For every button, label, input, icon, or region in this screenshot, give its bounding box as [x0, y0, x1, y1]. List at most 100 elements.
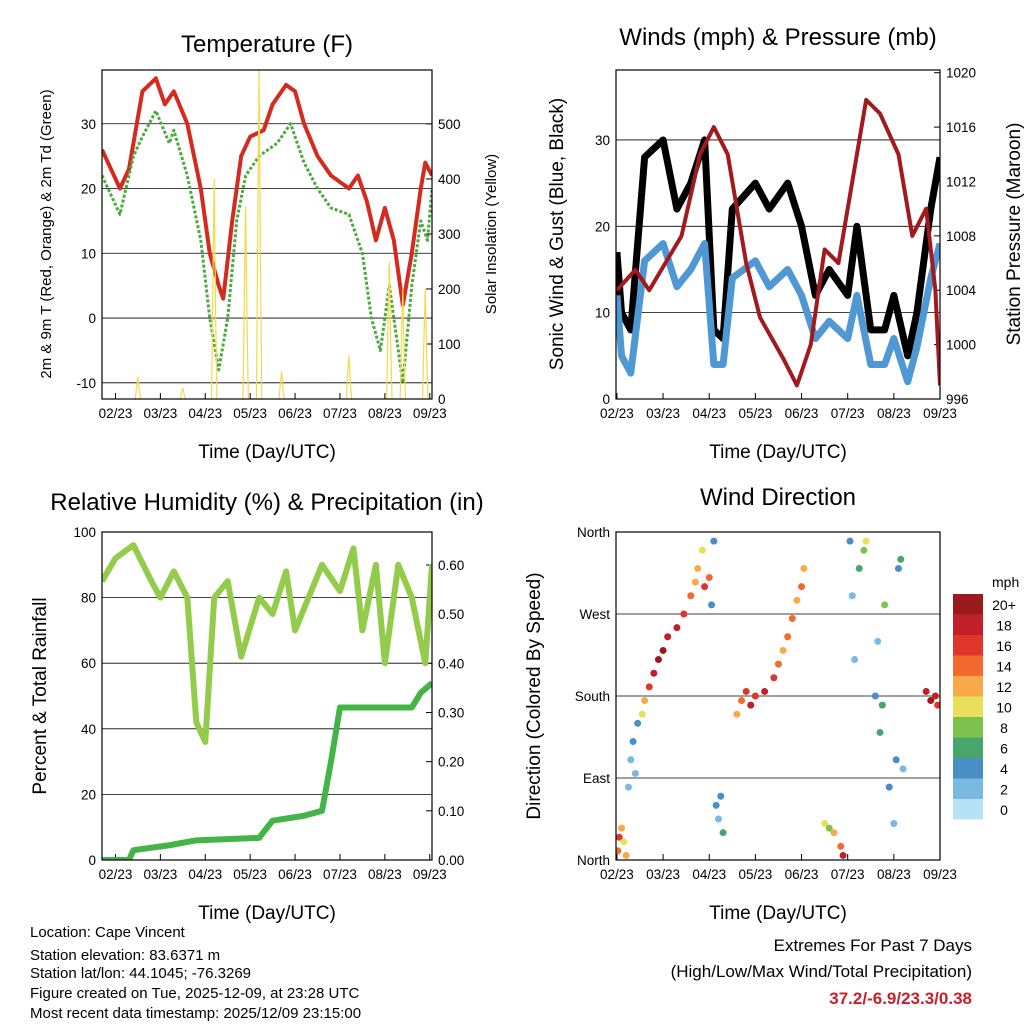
wind-direction-point: [698, 546, 706, 554]
wind-direction-point: [618, 824, 626, 832]
legend-swatch: [953, 717, 983, 738]
x-tick-label: 05/23: [233, 406, 267, 421]
legend-swatch: [953, 696, 983, 717]
wind-direction-point: [641, 697, 649, 705]
legend-label: 0: [1000, 802, 1008, 818]
plot-frame: [615, 69, 941, 400]
wind-direction-point: [784, 633, 792, 641]
y-tick-label: North: [577, 853, 610, 868]
wind-direction-point: [761, 687, 769, 695]
temperature-ylabel: 2m & 9m T (Red, Orange) & 2m Td (Green): [38, 89, 55, 378]
wind-direction-point: [659, 646, 667, 654]
legend-swatch: [953, 799, 983, 820]
wind-direction-point: [855, 564, 863, 572]
y-tick-label: 0: [602, 392, 610, 407]
plot-area: [616, 537, 940, 859]
wind-direction-point: [694, 564, 702, 572]
x-tick-label: 07/23: [323, 406, 357, 421]
y-right-tick-label: 996: [946, 392, 969, 407]
y-tick-label: 10: [81, 246, 96, 261]
wind-direction-point: [645, 683, 653, 691]
created: Figure created on Tue, 2025-12-09, at 23…: [30, 985, 360, 1002]
wind-direction-point: [862, 537, 870, 545]
wind-direction-point: [634, 719, 642, 727]
legend-label: 8: [1000, 720, 1008, 736]
wind-direction-point: [774, 660, 782, 668]
y-tick-label: -10: [76, 376, 96, 391]
x-tick-label: 06/23: [785, 406, 819, 421]
wind-direction-point: [892, 756, 900, 764]
y-right-tick-label: 1016: [946, 120, 976, 135]
y-right-tick-label: 300: [438, 227, 461, 242]
wind-direction-point: [714, 815, 722, 823]
extremes-values: 37.2/-6.9/23.3/0.38: [829, 989, 972, 1008]
solar-spike: [345, 354, 353, 399]
y-tick-label: 0: [88, 311, 96, 326]
y-right-tick-label: 1008: [946, 229, 976, 244]
winds-title: Winds (mph) & Pressure (mb): [619, 24, 936, 51]
x-tick-label: 07/23: [323, 867, 357, 882]
wind-direction-point: [825, 824, 833, 832]
series-2m-t: [102, 76, 432, 308]
y-tick-label: 100: [73, 525, 96, 540]
legend-label: 4: [1000, 761, 1008, 777]
legend-swatch: [953, 635, 983, 656]
wind-direction-point: [839, 851, 847, 859]
plot-area: [102, 70, 432, 399]
wind-direction-point: [701, 583, 709, 591]
y-tick-label: 20: [81, 182, 96, 197]
y-right-tick-label: 1012: [946, 174, 976, 189]
wind-direction-point: [747, 701, 755, 709]
solar-spike: [210, 178, 218, 399]
x-tick-label: 08/23: [877, 406, 911, 421]
x-tick-label: 09/23: [923, 406, 957, 421]
wind-direction-point: [717, 792, 725, 800]
x-tick-label: 06/23: [278, 867, 312, 882]
y-right-tick-label: 500: [438, 117, 461, 132]
legend-swatch: [953, 737, 983, 758]
latest-timestamp: Most recent data timestamp: 2025/12/09 2…: [30, 1005, 361, 1022]
legend-label: 14: [996, 659, 1012, 675]
speed-legend: mph 20+ 18 16 14 12 10 8 6 4 2 0: [953, 574, 1019, 820]
y-tick-label: 30: [595, 133, 610, 148]
extremes: Extremes For Past 7 Days (High/Low/Max W…: [671, 936, 972, 1008]
wind-direction-point: [620, 838, 628, 846]
x-tick-label: 08/23: [368, 406, 402, 421]
y-right-tick-label: 0.00: [438, 853, 464, 868]
y-right-tick-label: 0.60: [438, 558, 464, 573]
wind-direction-xlabel: Time (Day/UTC): [709, 903, 847, 924]
wind-direction-point: [650, 669, 658, 677]
solar-spike: [399, 288, 407, 399]
y-right-tick-label: 0.20: [438, 755, 464, 770]
x-tick-label: 07/23: [831, 867, 865, 882]
x-tick-label: 08/23: [877, 867, 911, 882]
wind-direction-point: [691, 578, 699, 586]
wind-direction-title: Wind Direction: [700, 484, 856, 511]
temperature-title: Temperature (F): [181, 31, 353, 58]
wind-direction-point: [800, 564, 808, 572]
wind-direction-point: [742, 687, 750, 695]
y-right-tick-label: 200: [438, 282, 461, 297]
wind-direction-point: [705, 574, 713, 582]
plot-area: [102, 542, 432, 860]
series-gust: [616, 136, 940, 360]
wind-direction-point: [719, 829, 727, 837]
y-tick-label: West: [579, 607, 610, 622]
x-tick-label: 05/23: [738, 406, 772, 421]
legend-swatch: [953, 778, 983, 799]
x-tick-label: 06/23: [278, 406, 312, 421]
y-tick-label: South: [575, 689, 610, 704]
x-tick-label: 06/23: [785, 867, 819, 882]
wind-direction-point: [738, 697, 746, 705]
legend-title: mph: [992, 574, 1019, 590]
legend-label: 6: [1000, 741, 1008, 757]
y-tick-label: 0: [88, 853, 96, 868]
lat-lon: Station lat/lon: 44.1045; -76.3269: [30, 965, 251, 982]
y-tick-label: 10: [595, 306, 610, 321]
solar-spike: [242, 206, 249, 399]
plot-area: [616, 97, 940, 388]
wind-direction-point: [627, 756, 635, 764]
legend-label: 2: [1000, 782, 1008, 798]
